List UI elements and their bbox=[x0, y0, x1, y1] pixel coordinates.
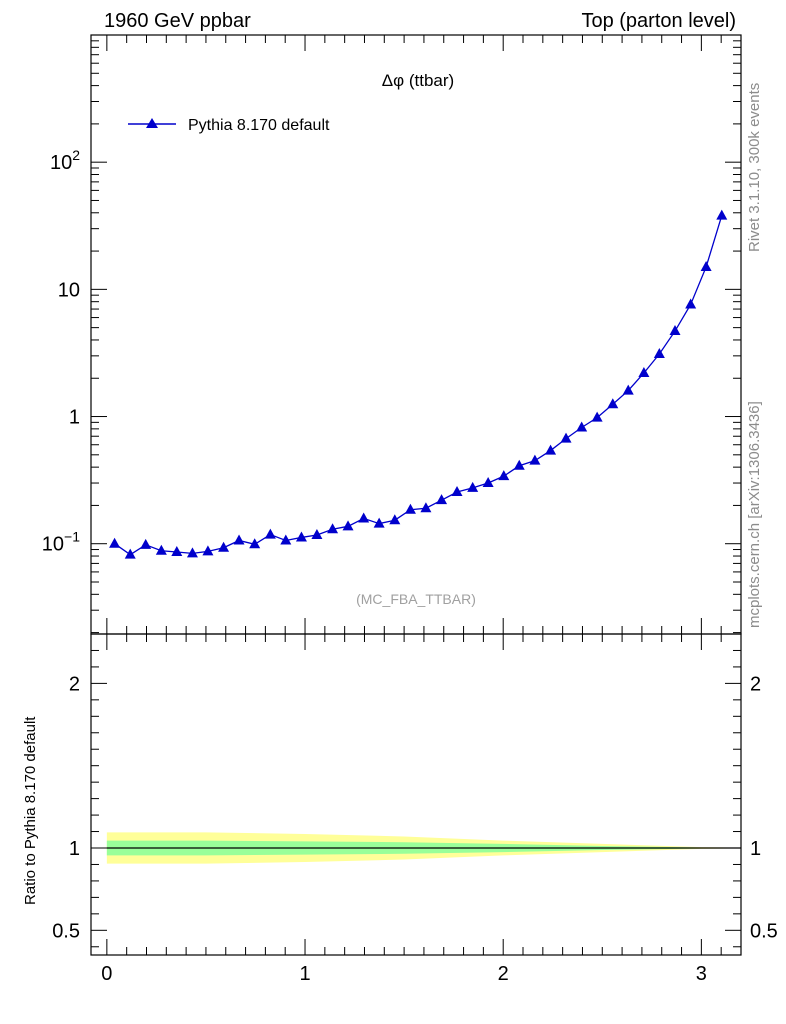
ratio-y-tick-label-right: 1 bbox=[750, 838, 761, 860]
data-point bbox=[420, 502, 432, 513]
data-point bbox=[685, 298, 697, 309]
main-y-tick-label: 1 bbox=[69, 407, 80, 429]
data-point bbox=[373, 517, 385, 528]
data-point bbox=[607, 398, 619, 409]
header-right-label: Top (parton level) bbox=[581, 10, 736, 32]
data-point bbox=[482, 477, 494, 488]
ratio-y-tick-label-left: 2 bbox=[69, 673, 80, 695]
data-point bbox=[140, 538, 152, 549]
data-point bbox=[155, 544, 167, 555]
main-y-tick-label: 10−1 bbox=[42, 529, 80, 556]
legend: Pythia 8.170 default bbox=[128, 117, 330, 134]
data-point bbox=[513, 459, 525, 470]
x-tick-label: 0 bbox=[101, 963, 112, 985]
ratio-y-tick-label-left: 1 bbox=[69, 838, 80, 860]
data-point bbox=[436, 494, 448, 505]
data-point bbox=[358, 512, 370, 523]
main-y-tick-label: 10 bbox=[58, 279, 80, 301]
ratio-y-tick-label-right: 0.5 bbox=[750, 920, 778, 942]
data-point bbox=[622, 384, 634, 395]
ratio-plot-frame bbox=[90, 633, 742, 956]
main-y-tick-label: 102 bbox=[50, 147, 80, 174]
header-left-label: 1960 GeV ppbar bbox=[104, 10, 251, 32]
data-point bbox=[202, 545, 214, 556]
data-point bbox=[498, 470, 510, 481]
ratio-y-tick-label-left: 0.5 bbox=[52, 920, 80, 942]
x-tick-label: 3 bbox=[696, 963, 707, 985]
data-point bbox=[327, 523, 339, 534]
data-point bbox=[700, 260, 712, 271]
data-point bbox=[171, 546, 183, 557]
data-point bbox=[638, 366, 650, 377]
data-point bbox=[669, 325, 681, 336]
data-point bbox=[529, 454, 541, 465]
main-panel: 10−1 1 10 102 bbox=[42, 34, 742, 635]
main-plot-title: Δφ (ttbar) bbox=[382, 71, 454, 90]
x-tick-label: 2 bbox=[498, 963, 509, 985]
data-point bbox=[560, 432, 572, 443]
data-point bbox=[218, 541, 230, 552]
data-point bbox=[342, 520, 354, 531]
data-point bbox=[109, 537, 121, 548]
legend-label: Pythia 8.170 default bbox=[188, 117, 330, 134]
data-point bbox=[591, 411, 603, 422]
data-point bbox=[404, 503, 416, 514]
data-point bbox=[233, 534, 245, 545]
data-point bbox=[124, 548, 136, 559]
data-point bbox=[280, 534, 292, 545]
data-point bbox=[389, 514, 401, 525]
series-line bbox=[114, 215, 723, 556]
data-point bbox=[186, 547, 198, 558]
data-point bbox=[264, 528, 276, 539]
data-point bbox=[311, 529, 323, 540]
data-point bbox=[467, 481, 479, 492]
data-point bbox=[249, 538, 261, 549]
data-point bbox=[451, 486, 463, 497]
data-point bbox=[576, 421, 588, 432]
ratio-y-tick-label-right: 2 bbox=[750, 673, 761, 695]
x-tick-label: 1 bbox=[299, 963, 310, 985]
legend-marker bbox=[146, 118, 158, 128]
analysis-watermark: (MC_FBA_TTBAR) bbox=[356, 591, 476, 607]
data-point bbox=[295, 531, 307, 542]
data-point bbox=[653, 348, 665, 359]
ratio-panel: 0 1 2 3 0.5 0.5 1 1 2 2 bbox=[52, 633, 778, 985]
data-point bbox=[545, 444, 557, 455]
data-point bbox=[716, 209, 728, 220]
